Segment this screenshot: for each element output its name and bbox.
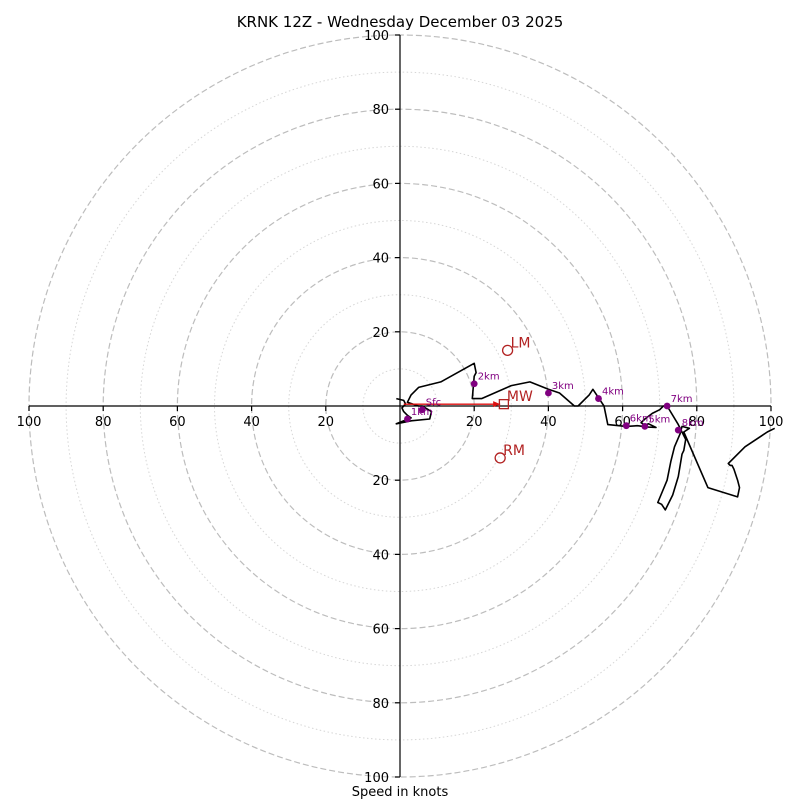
x-tick-label: 20 bbox=[318, 415, 335, 430]
lm-marker bbox=[501, 344, 514, 357]
axes bbox=[29, 35, 771, 777]
y-tick-label: 40 bbox=[372, 548, 389, 563]
height-marker-3km bbox=[545, 389, 552, 397]
rm-marker bbox=[494, 452, 506, 464]
x-tick-label: 80 bbox=[95, 415, 112, 430]
tick-labels: 100 80 60 40 20 20 40 60 80 100100806040202040608… bbox=[17, 29, 784, 786]
height-label-5km: 5km bbox=[648, 414, 670, 425]
storm-motion-layer: LM MW RM bbox=[403, 335, 533, 464]
x-tick-label: 100 bbox=[759, 415, 784, 430]
x-axis-label: Speed in knots bbox=[352, 785, 449, 800]
x-tick-label: 20 bbox=[466, 415, 483, 430]
mean-wind-arrowhead bbox=[493, 401, 501, 408]
height-label-7km: 7km bbox=[671, 394, 693, 405]
height-marker-1km bbox=[404, 415, 411, 423]
height-marker-7km bbox=[663, 402, 671, 410]
height-marker-6km bbox=[622, 422, 630, 430]
height-marker-4km bbox=[595, 395, 602, 402]
hodograph-trace-layer bbox=[395, 362, 776, 511]
height-marker-2km bbox=[470, 380, 478, 388]
x-tick-label: 40 bbox=[540, 415, 557, 430]
rm-label: RM bbox=[503, 443, 525, 459]
y-tick-label: 80 bbox=[372, 103, 389, 118]
y-tick-label: 80 bbox=[372, 697, 389, 712]
y-tick-label: 60 bbox=[372, 623, 389, 638]
height-marker-8km bbox=[674, 426, 682, 434]
height-label-8km: 8km bbox=[682, 418, 704, 429]
mw-marker bbox=[498, 398, 510, 410]
hodograph-trace bbox=[395, 362, 776, 511]
chart-title: KRNK 12Z - Wednesday December 03 2025 bbox=[237, 13, 564, 31]
height-label-3km: 3km bbox=[552, 381, 574, 392]
x-tick-label: 40 bbox=[243, 415, 260, 430]
height-label-2km: 2km bbox=[478, 372, 500, 383]
y-tick-label: 60 bbox=[372, 177, 389, 192]
x-tick-label: 60 bbox=[169, 415, 186, 430]
y-tick-label: 40 bbox=[372, 252, 389, 267]
height-label-sfc: Sfc bbox=[426, 398, 441, 409]
height-label-1km: 1km bbox=[411, 407, 433, 418]
mw-label: MW bbox=[507, 389, 533, 405]
height-label-6km: 6km bbox=[630, 414, 652, 425]
x-tick-label: 100 bbox=[17, 415, 42, 430]
y-tick-label: 100 bbox=[364, 771, 389, 786]
lm-label: LM bbox=[511, 335, 531, 351]
height-marker-sfc bbox=[418, 406, 426, 414]
y-tick-label: 20 bbox=[372, 474, 389, 489]
y-tick-label: 100 bbox=[364, 29, 389, 44]
height-label-4km: 4km bbox=[602, 387, 624, 398]
y-tick-label: 20 bbox=[372, 326, 389, 341]
height-marker-5km bbox=[641, 423, 649, 430]
x-tick-label: 80 bbox=[689, 415, 706, 430]
